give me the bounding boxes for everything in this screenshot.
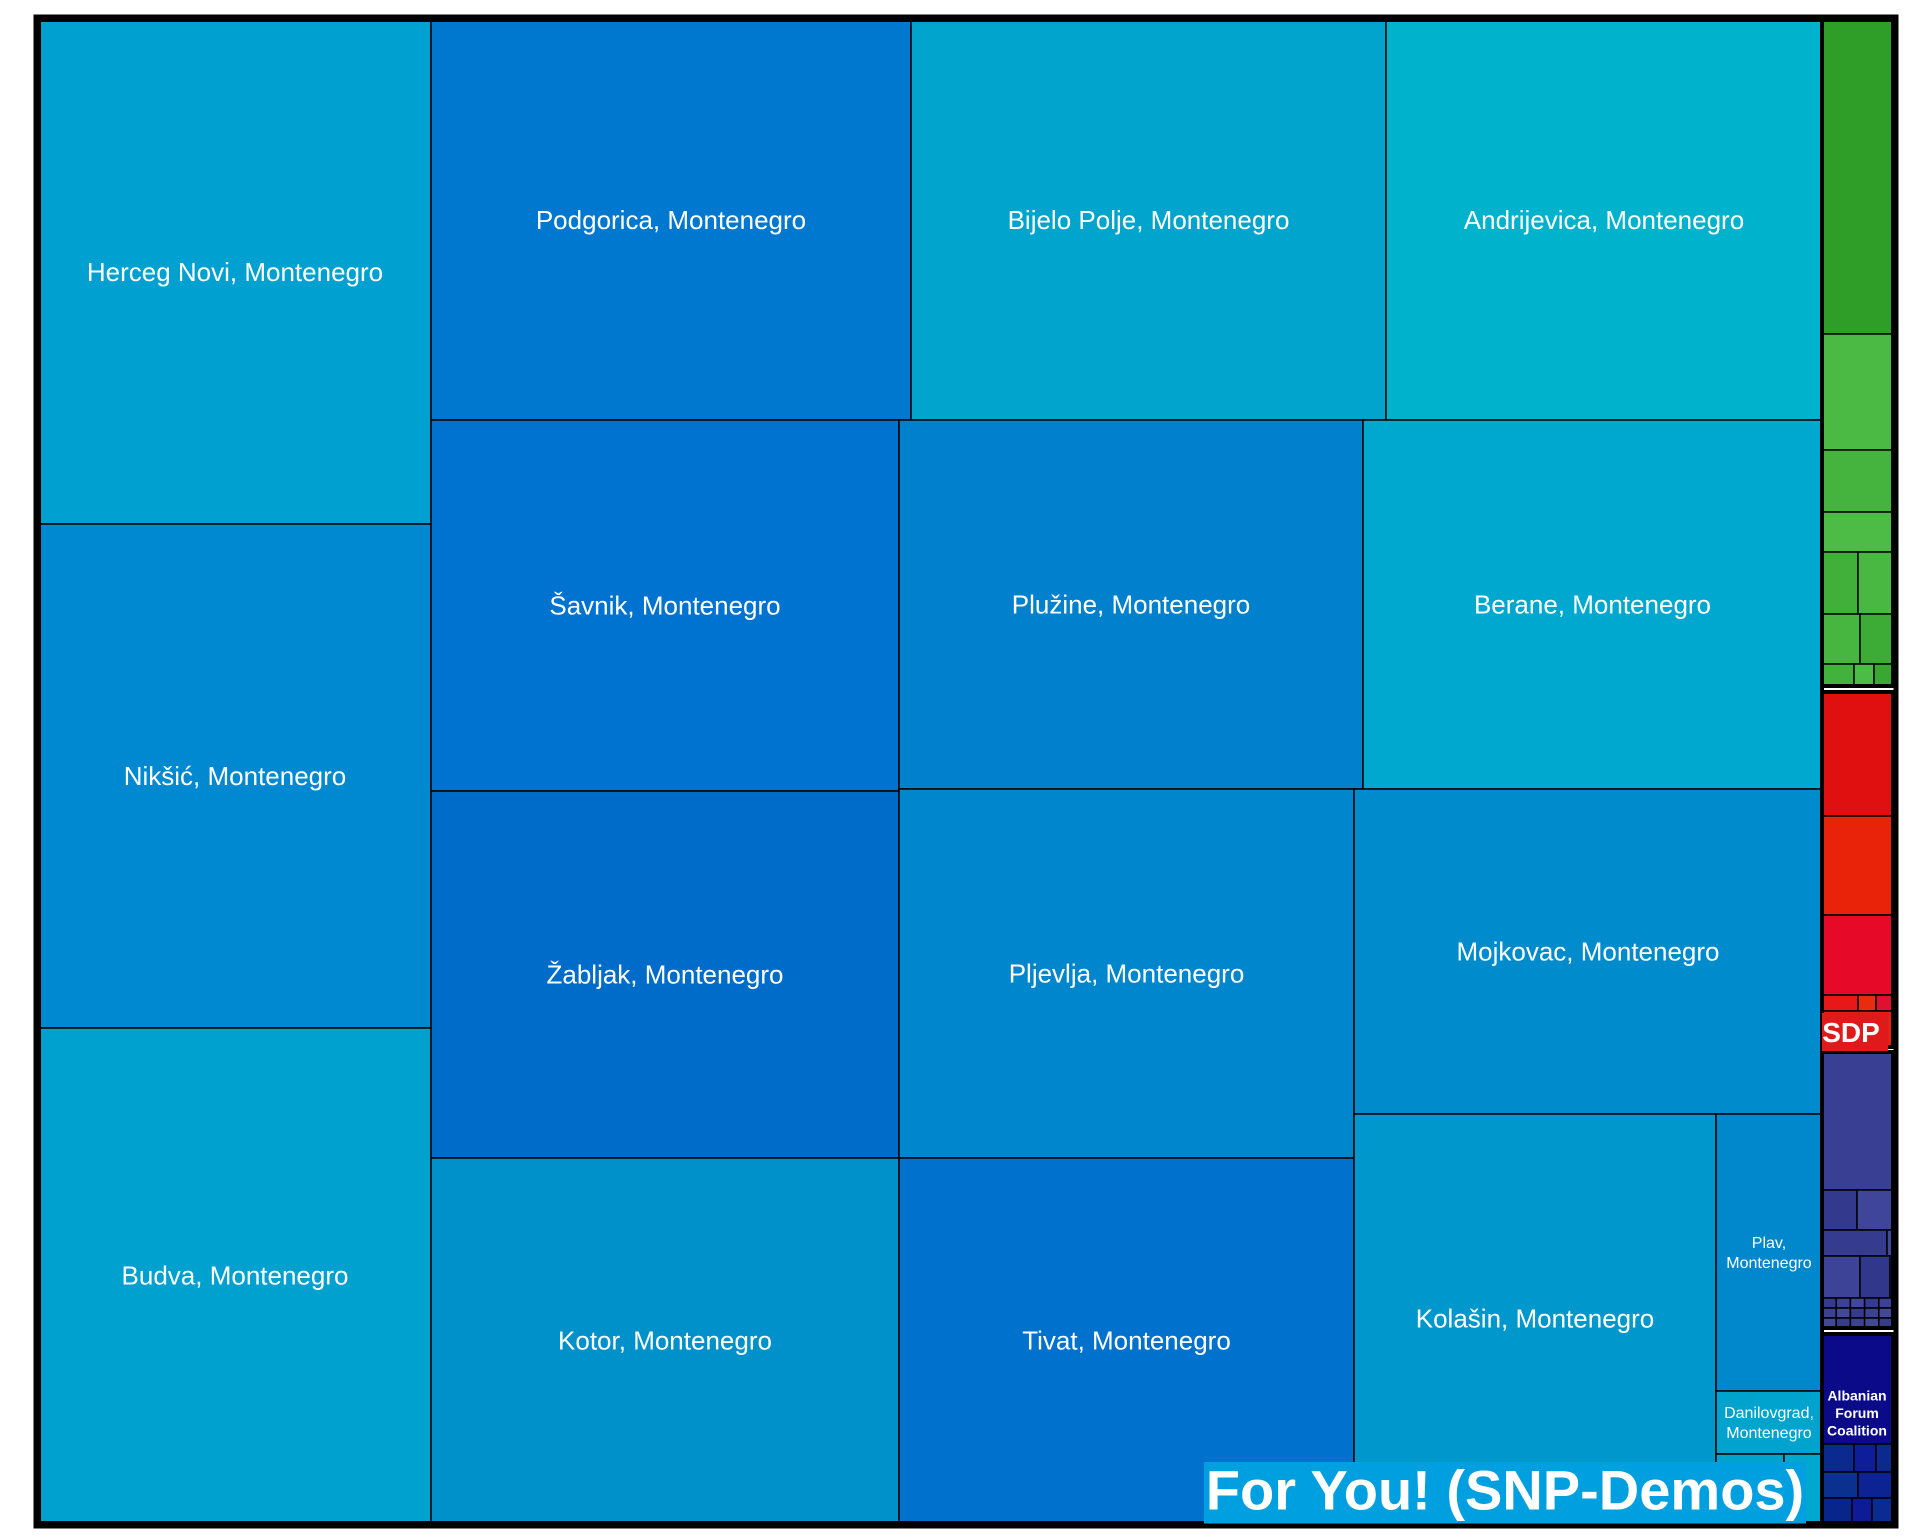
red-block [1821, 691, 1894, 817]
purple-block [1835, 1297, 1852, 1309]
cell-kotor-montenegro [430, 1157, 900, 1524]
purple-block [1821, 1307, 1837, 1319]
albanian-block [1821, 1471, 1859, 1499]
group-label-background [1204, 1462, 1806, 1524]
cell-andrijevica-montenegro-label: Andrijevica, Montenegro [1464, 205, 1744, 235]
cell-bijelo-polje-montenegro [910, 19, 1387, 421]
cell-plav-montenegro-label: Plav, Montenegro [1726, 1235, 1811, 1272]
cell-pluzine-montenegro [898, 419, 1364, 790]
cell-kotor-montenegro-label: Kotor, Montenegro [558, 1326, 772, 1356]
treemap-frame [33, 14, 1899, 1529]
green-block [1821, 551, 1859, 615]
red-block [1821, 994, 1859, 1012]
albanian-block [1853, 1443, 1877, 1473]
purple-block [1856, 1189, 1894, 1231]
albanian-block [1857, 1471, 1894, 1499]
purple-block [1821, 1189, 1858, 1231]
green-block [1873, 663, 1894, 687]
green-block [1821, 663, 1855, 687]
purple-block [1849, 1297, 1866, 1309]
albanian-block [1871, 1497, 1894, 1524]
cell-savnik-montenegro-label: Šavnik, Montenegro [549, 591, 780, 621]
cell-zabljak-montenegro-label: Žabljak, Montenegro [546, 960, 783, 990]
cell-mojkovac-montenegro-label: Mojkovac, Montenegro [1456, 937, 1719, 967]
cell-tivat-montenegro-label: Tivat, Montenegro [1022, 1326, 1231, 1356]
green-block [1853, 663, 1875, 687]
group-label-background [1822, 1013, 1888, 1051]
red-block [1821, 914, 1894, 996]
cell-savnik-montenegro [430, 419, 900, 792]
cell-berane-montenegro-label: Berane, Montenegro [1474, 590, 1711, 620]
albanian-block [1851, 1497, 1873, 1524]
cell-podgorica-montenegro-label: Podgorica, Montenegro [536, 205, 806, 235]
cell-herceg-novi-montenegro [38, 19, 432, 525]
purple-block [1821, 1229, 1888, 1257]
cell-niksic-montenegro [38, 523, 432, 1029]
purple-block [1821, 1255, 1861, 1299]
for-you-group-border [37, 18, 1824, 1525]
purple-block [1859, 1255, 1891, 1299]
green-block [1821, 511, 1894, 553]
purple-block [1878, 1297, 1894, 1309]
group-label-albanian-forum-coalition: Albanian Forum Coalition [1827, 1387, 1887, 1438]
green-block [1857, 551, 1894, 615]
red-block [1821, 815, 1894, 916]
purple-block [1863, 1297, 1880, 1309]
group-label-for-you: For You! (SNP-Demos) [1206, 1459, 1804, 1522]
purple-block [1849, 1307, 1866, 1319]
green-block [1821, 333, 1894, 451]
green-block [1821, 19, 1894, 335]
red-block [1857, 994, 1877, 1012]
green-block [1821, 449, 1894, 513]
cell-podgorica-montenegro [430, 19, 912, 421]
albanian-block [1875, 1443, 1894, 1473]
cell-budva-montenegro-label: Budva, Montenegro [122, 1261, 349, 1291]
cell-danilovgrad-montenegro [1715, 1390, 1823, 1455]
cell-plav-montenegro [1715, 1113, 1823, 1392]
cell-niksic-montenegro-label: Nikšić, Montenegro [124, 761, 347, 791]
cell-pljevlja-montenegro-label: Pljevlja, Montenegro [1009, 959, 1245, 989]
albanian-block [1821, 1333, 1894, 1445]
green-block [1821, 613, 1861, 665]
cell-herceg-novi-montenegro-label: Herceg Novi, Montenegro [87, 257, 383, 287]
green-block [1859, 613, 1894, 665]
red-block [1875, 994, 1894, 1012]
albanian-block [1821, 1497, 1853, 1524]
cell-budva-montenegro [38, 1027, 432, 1524]
purple-block [1821, 1051, 1894, 1191]
cell-mojkovac-montenegro [1353, 788, 1823, 1115]
cell-kolasin-montenegro-label: Kolašin, Montenegro [1416, 1304, 1654, 1334]
purple-block [1821, 1297, 1837, 1309]
cell-andrijevica-montenegro [1385, 19, 1823, 421]
cell-zabljak-montenegro [430, 790, 900, 1159]
cell-bijelo-polje-montenegro-label: Bijelo Polje, Montenegro [1008, 205, 1290, 235]
cell-pluzine-montenegro-label: Plužine, Montenegro [1012, 590, 1250, 620]
purple-block [1878, 1307, 1894, 1319]
cell-danilovgrad-montenegro-label: Danilovgrad, Montenegro [1724, 1405, 1814, 1442]
cell-kolasin-montenegro [1353, 1113, 1717, 1524]
purple-block [1863, 1307, 1880, 1319]
albanian-block [1821, 1443, 1855, 1473]
purple-block [1835, 1307, 1852, 1319]
group-label-sdp: SDP [1822, 1017, 1880, 1048]
